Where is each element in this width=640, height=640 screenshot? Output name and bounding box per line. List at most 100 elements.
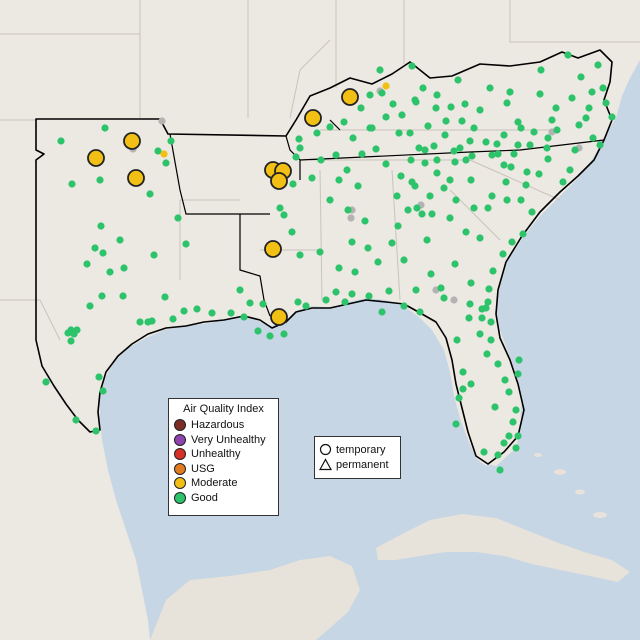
moderate-monitor-marker[interactable] — [270, 172, 288, 190]
good-monitor-marker[interactable] — [376, 66, 384, 74]
good-monitor-marker[interactable] — [364, 244, 372, 252]
good-monitor-marker[interactable] — [408, 62, 416, 70]
good-monitor-marker[interactable] — [348, 238, 356, 246]
good-monitor-marker[interactable] — [366, 124, 374, 132]
good-monitor-marker[interactable] — [240, 313, 248, 321]
good-monitor-marker[interactable] — [517, 196, 525, 204]
good-monitor-marker[interactable] — [96, 176, 104, 184]
good-monitor-marker[interactable] — [361, 217, 369, 225]
moderate-monitor-marker[interactable] — [341, 88, 359, 106]
good-monitor-marker[interactable] — [357, 104, 365, 112]
good-monitor-marker[interactable] — [99, 387, 107, 395]
good-monitor-marker[interactable] — [413, 204, 421, 212]
good-monitor-marker[interactable] — [519, 230, 527, 238]
good-monitor-marker[interactable] — [512, 406, 520, 414]
good-monitor-marker[interactable] — [577, 73, 585, 81]
good-monitor-marker[interactable] — [433, 156, 441, 164]
moderate-monitor-marker[interactable] — [270, 308, 288, 326]
good-monitor-marker[interactable] — [571, 146, 579, 154]
good-monitor-marker[interactable] — [440, 294, 448, 302]
good-monitor-marker[interactable] — [440, 184, 448, 192]
no-data-monitor-marker[interactable] — [450, 296, 458, 304]
good-monitor-marker[interactable] — [514, 141, 522, 149]
good-monitor-marker[interactable] — [426, 192, 434, 200]
good-monitor-marker[interactable] — [499, 250, 507, 258]
moderate-monitor-marker[interactable] — [127, 169, 145, 187]
good-monitor-marker[interactable] — [64, 329, 72, 337]
good-monitor-marker[interactable] — [97, 222, 105, 230]
good-monitor-marker[interactable] — [476, 106, 484, 114]
good-monitor-marker[interactable] — [523, 168, 531, 176]
good-monitor-marker[interactable] — [608, 113, 616, 121]
good-monitor-marker[interactable] — [276, 204, 284, 212]
good-monitor-marker[interactable] — [432, 104, 440, 112]
good-monitor-marker[interactable] — [372, 145, 380, 153]
good-monitor-marker[interactable] — [500, 439, 508, 447]
good-monitor-marker[interactable] — [326, 196, 334, 204]
good-monitor-marker[interactable] — [454, 76, 462, 84]
good-monitor-marker[interactable] — [99, 249, 107, 257]
good-monitor-marker[interactable] — [302, 302, 310, 310]
good-monitor-marker[interactable] — [514, 370, 522, 378]
good-monitor-marker[interactable] — [106, 268, 114, 276]
good-monitor-marker[interactable] — [348, 290, 356, 298]
no-data-monitor-marker[interactable] — [347, 214, 355, 222]
good-monitor-marker[interactable] — [485, 285, 493, 293]
good-monitor-marker[interactable] — [483, 350, 491, 358]
good-monitor-marker[interactable] — [322, 296, 330, 304]
good-monitor-marker[interactable] — [72, 416, 80, 424]
good-monitor-marker[interactable] — [332, 151, 340, 159]
good-monitor-marker[interactable] — [512, 444, 520, 452]
good-monitor-marker[interactable] — [378, 89, 386, 97]
good-monitor-marker[interactable] — [482, 304, 490, 312]
good-monitor-marker[interactable] — [332, 288, 340, 296]
good-monitor-marker[interactable] — [42, 378, 50, 386]
good-monitor-marker[interactable] — [455, 394, 463, 402]
good-monitor-marker[interactable] — [266, 332, 274, 340]
good-monitor-marker[interactable] — [227, 309, 235, 317]
good-monitor-marker[interactable] — [295, 135, 303, 143]
good-monitor-marker[interactable] — [394, 222, 402, 230]
good-monitor-marker[interactable] — [349, 134, 357, 142]
good-monitor-marker[interactable] — [423, 236, 431, 244]
good-monitor-marker[interactable] — [120, 264, 128, 272]
good-monitor-marker[interactable] — [459, 385, 467, 393]
good-monitor-marker[interactable] — [344, 206, 352, 214]
good-monitor-marker[interactable] — [535, 170, 543, 178]
good-monitor-marker[interactable] — [530, 128, 538, 136]
good-monitor-marker[interactable] — [488, 151, 496, 159]
good-monitor-marker[interactable] — [161, 293, 169, 301]
good-monitor-marker[interactable] — [400, 256, 408, 264]
good-monitor-marker[interactable] — [150, 251, 158, 259]
good-monitor-marker[interactable] — [552, 104, 560, 112]
good-monitor-marker[interactable] — [476, 330, 484, 338]
good-monitor-marker[interactable] — [98, 292, 106, 300]
good-monitor-marker[interactable] — [416, 308, 424, 316]
good-monitor-marker[interactable] — [453, 336, 461, 344]
good-monitor-marker[interactable] — [317, 156, 325, 164]
good-monitor-marker[interactable] — [589, 134, 597, 142]
good-monitor-marker[interactable] — [494, 150, 502, 158]
good-monitor-marker[interactable] — [446, 214, 454, 222]
good-monitor-marker[interactable] — [378, 308, 386, 316]
good-monitor-marker[interactable] — [421, 159, 429, 167]
good-monitor-marker[interactable] — [505, 388, 513, 396]
good-monitor-marker[interactable] — [180, 307, 188, 315]
good-monitor-marker[interactable] — [596, 141, 604, 149]
good-monitor-marker[interactable] — [515, 356, 523, 364]
good-monitor-marker[interactable] — [465, 314, 473, 322]
good-monitor-marker[interactable] — [67, 337, 75, 345]
good-monitor-marker[interactable] — [447, 103, 455, 111]
good-monitor-marker[interactable] — [407, 156, 415, 164]
good-monitor-marker[interactable] — [470, 124, 478, 132]
good-monitor-marker[interactable] — [91, 244, 99, 252]
good-monitor-marker[interactable] — [385, 287, 393, 295]
good-monitor-marker[interactable] — [470, 204, 478, 212]
good-monitor-marker[interactable] — [456, 144, 464, 152]
good-monitor-marker[interactable] — [502, 178, 510, 186]
good-monitor-marker[interactable] — [467, 380, 475, 388]
good-monitor-marker[interactable] — [451, 260, 459, 268]
good-monitor-marker[interactable] — [316, 248, 324, 256]
good-monitor-marker[interactable] — [510, 150, 518, 158]
good-monitor-marker[interactable] — [148, 317, 156, 325]
